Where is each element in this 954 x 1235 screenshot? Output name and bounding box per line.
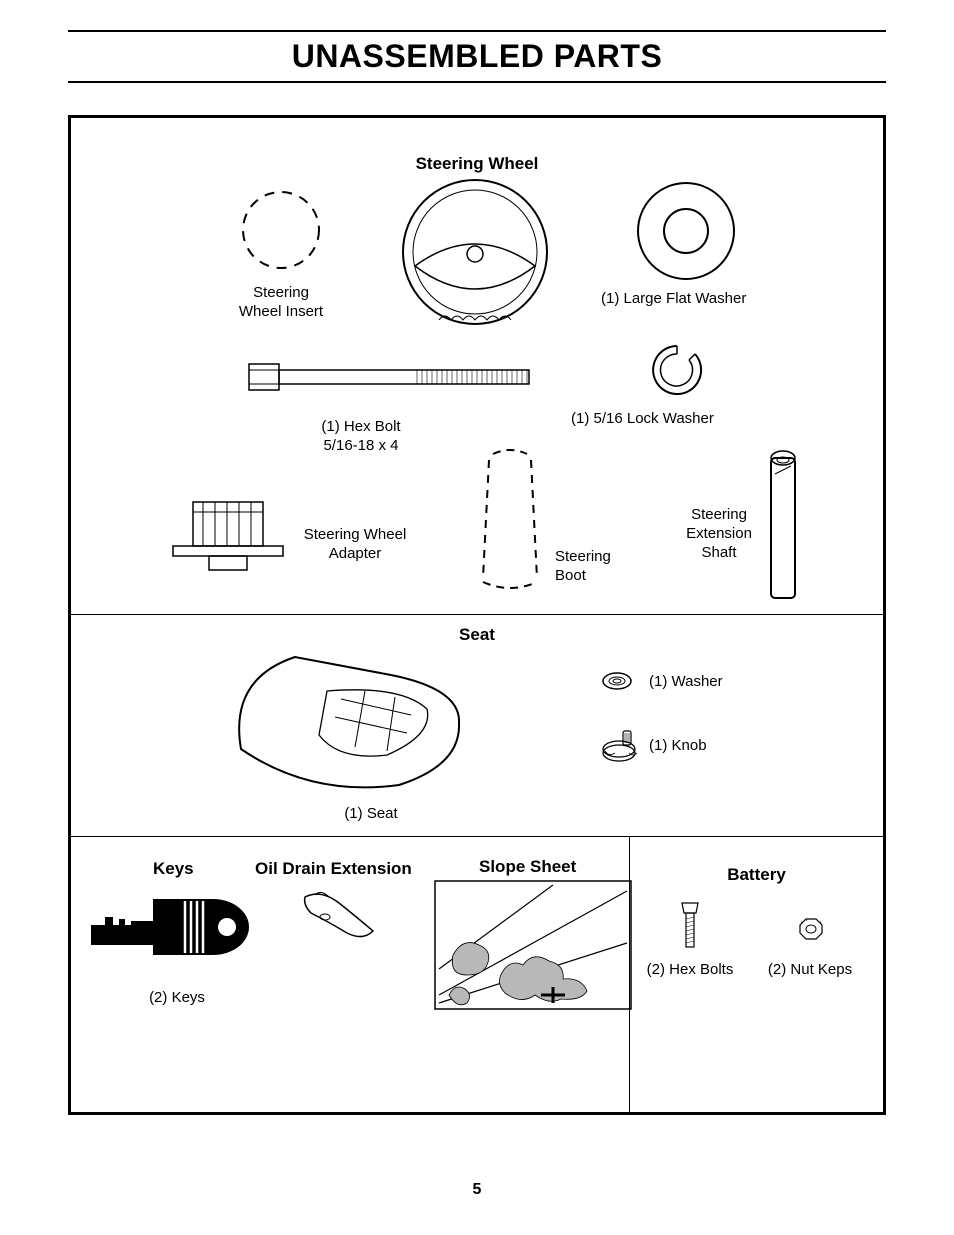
slope-sheet-icon — [433, 879, 633, 1019]
boot-label: Steering Boot — [555, 548, 635, 586]
seat-washer-icon — [601, 671, 633, 691]
nut-keps-label: (2) Nut Keps — [760, 961, 860, 980]
hex-bolt-label: (1) Hex Bolt 5/16-18 x 4 — [291, 418, 431, 456]
keys-heading: Keys — [153, 859, 194, 879]
lock-washer-icon — [647, 340, 707, 400]
oil-heading: Oil Drain Extension — [255, 859, 412, 879]
knob-icon — [599, 729, 643, 763]
battery-hexbolt-icon — [676, 899, 704, 953]
page-title: UNASSEMBLED PARTS — [68, 36, 886, 81]
bottom-section: Keys (2) Keys Oil Drain Extension — [71, 836, 883, 1114]
steering-insert-label: Steering Wheel Insert — [221, 284, 341, 322]
seat-section: Seat (1) Seat (1) Washer — [71, 614, 883, 836]
seat-washer-label: (1) Washer — [649, 673, 749, 692]
knob-label: (1) Knob — [649, 737, 749, 756]
seat-label: (1) Seat — [331, 805, 411, 824]
lock-washer-label: (1) 5/16 Lock Washer — [571, 410, 771, 429]
key-icon — [83, 887, 253, 967]
flat-washer-icon — [631, 176, 741, 286]
shaft-label: Steering Extension Shaft — [679, 506, 759, 562]
keys-label: (2) Keys — [137, 989, 217, 1008]
battery-heading: Battery — [630, 865, 883, 885]
battery-section: Battery (2) Hex Bolts — [629, 837, 883, 1114]
steering-heading: Steering Wheel — [71, 154, 883, 174]
steering-section: Steering Wheel Steering Wheel Insert — [71, 118, 883, 614]
page-number: 5 — [0, 1181, 954, 1199]
adapter-icon — [163, 498, 293, 584]
boot-icon — [465, 448, 555, 598]
shaft-icon — [765, 444, 805, 604]
slope-heading: Slope Sheet — [479, 857, 576, 877]
steering-wheel-icon — [395, 172, 555, 332]
steering-insert-icon — [231, 180, 331, 280]
nut-keps-icon — [794, 917, 828, 943]
adapter-label: Steering Wheel Adapter — [295, 526, 415, 564]
battery-hexbolt-label: (2) Hex Bolts — [640, 961, 740, 980]
parts-diagram-container: Steering Wheel Steering Wheel Insert — [68, 115, 886, 1115]
oil-drain-icon — [297, 887, 387, 947]
hex-bolt-icon — [247, 356, 537, 400]
seat-icon — [211, 639, 491, 799]
flat-washer-label: (1) Large Flat Washer — [601, 290, 771, 309]
